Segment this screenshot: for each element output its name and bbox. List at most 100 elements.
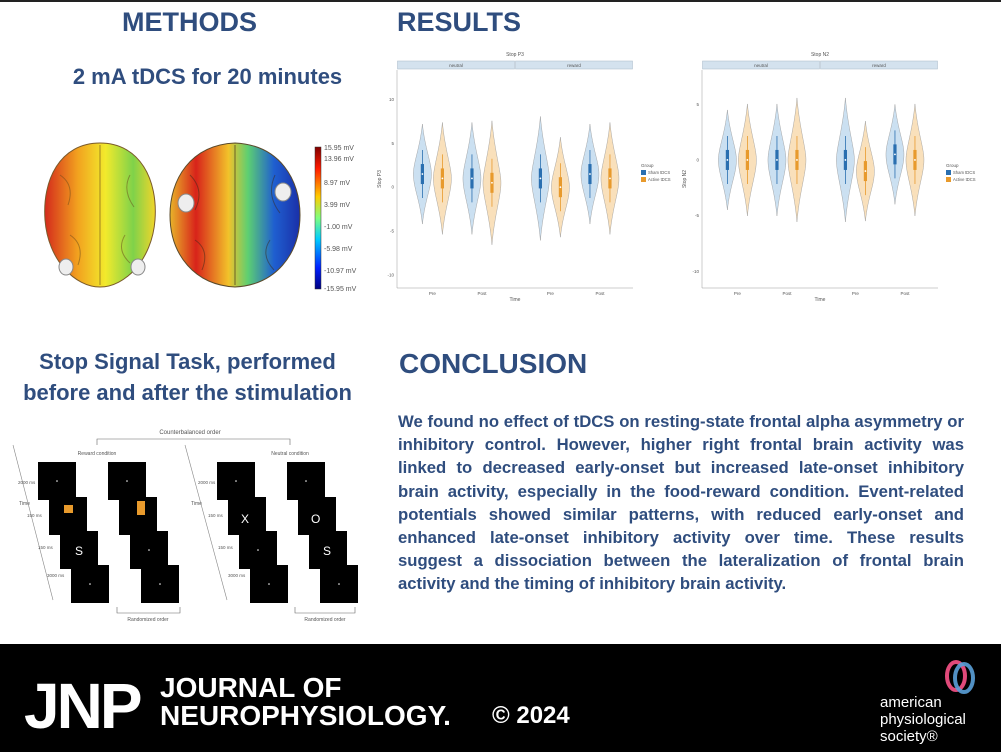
stop-signal-line2: before and after the stimulation xyxy=(23,380,352,405)
methods-heading: METHODS xyxy=(122,7,257,37)
panel-strip xyxy=(397,60,515,70)
legend-title: Group xyxy=(946,163,959,168)
journal-name-line1: JOURNAL OF xyxy=(160,672,342,703)
timing-label: 3000 ms xyxy=(228,573,246,578)
y-tick-label: 0 xyxy=(391,185,394,190)
aps-logo-icon xyxy=(945,660,975,694)
x-axis-label: Time xyxy=(815,297,826,303)
colorbar-label: 3.99 mV xyxy=(324,202,350,209)
legend-label: Sham tDCS xyxy=(648,170,670,175)
electrode-f4 xyxy=(274,182,292,202)
colorbar-label: -5.98 mV xyxy=(324,246,353,253)
legend-title: Group xyxy=(641,163,654,168)
aps-text: physiological xyxy=(880,711,966,728)
violin-median xyxy=(609,177,611,180)
stimulus-letter: S xyxy=(75,544,83,558)
y-tick-label: 5 xyxy=(391,141,394,146)
time-label-left: Time xyxy=(19,501,30,507)
y-tick-label: 10 xyxy=(389,97,395,102)
conclusion-text: We found no effect of tDCS on resting-st… xyxy=(398,412,964,594)
stimulus-letter: O xyxy=(311,512,320,526)
x-tick-label: Pre xyxy=(734,291,742,296)
y-tick-label: 5 xyxy=(696,102,699,107)
x-tick-label: Post xyxy=(595,291,605,296)
electrode-right xyxy=(130,258,146,276)
violin-median xyxy=(441,177,444,180)
electrode-left xyxy=(58,258,74,276)
aps-text: american xyxy=(880,694,942,711)
panel-strip xyxy=(820,60,938,70)
colorbar-label: 13.96 mV xyxy=(324,156,354,163)
violin-median xyxy=(471,177,473,180)
task-top-label: Counterbalanced order xyxy=(159,430,220,436)
timing-label: 2000 ms xyxy=(198,480,216,485)
timing-label: 2000 ms xyxy=(18,480,36,485)
stimulus-letter: S xyxy=(323,544,331,558)
time-label-right: Time xyxy=(191,501,202,507)
colorbar-label: -1.00 mV xyxy=(324,224,353,231)
stop-n2-chart: Stop N2 neutral Pre Post reward Pre Post 5 0 -5 -1… xyxy=(680,48,980,304)
panel-label: neutral xyxy=(754,63,768,68)
aps-text: society® xyxy=(880,728,938,745)
chart-title: Stop P3 xyxy=(506,52,524,58)
y-tick-label: -5 xyxy=(695,213,699,218)
timing-label: 150 ms xyxy=(38,545,54,550)
copyright: © 2024 xyxy=(492,702,570,729)
colorbar-label: 15.95 mV xyxy=(324,145,354,152)
violin-median xyxy=(559,186,562,189)
panel-label: reward xyxy=(872,63,886,68)
stop-p3-chart: Stop P3 neutral Pre Post reward Pre Post 10 5 0 -5… xyxy=(375,48,675,304)
results-heading: RESULTS xyxy=(397,7,522,37)
panel-label: neutral xyxy=(449,63,463,68)
legend-swatch xyxy=(946,170,951,175)
colorbar-label: -10.97 mV xyxy=(324,268,357,275)
violin-median xyxy=(776,159,778,161)
stop-signal-heading: Stop Signal Task, performed before and a… xyxy=(0,346,375,408)
violin-median xyxy=(589,173,591,175)
legend-swatch xyxy=(641,170,646,175)
y-tick-label: -10 xyxy=(692,269,699,274)
x-axis-label: Time xyxy=(510,297,521,303)
legend-swatch xyxy=(946,177,951,182)
x-tick-label: Post xyxy=(900,291,910,296)
chart-title: Stop N2 xyxy=(811,52,829,58)
violin-median xyxy=(726,159,729,161)
y-axis-label: Stop N2 xyxy=(682,170,688,188)
colorbar xyxy=(314,146,322,290)
violin-median xyxy=(491,181,493,184)
violin-median xyxy=(864,170,867,172)
panel-strip xyxy=(702,60,820,70)
conclusion-heading: CONCLUSION xyxy=(399,348,588,379)
randomized-label: Randomized order xyxy=(127,617,168,623)
task-diagram: Counterbalanced order Reward condition N… xyxy=(12,430,358,623)
violin-median xyxy=(894,153,896,156)
jnp-logo: JNP xyxy=(24,670,142,742)
violin-median xyxy=(796,159,798,161)
x-tick-label: Pre xyxy=(547,291,555,296)
brain-figure: 15.95 mV 13.96 mV 8.97 mV 3.99 mV -1.00 … xyxy=(44,142,357,293)
violin-median xyxy=(914,159,916,161)
randomized-label: Randomized order xyxy=(304,617,345,623)
panel-strip xyxy=(515,60,633,70)
violin-median xyxy=(421,173,424,175)
y-axis-label: Stop P3 xyxy=(377,170,383,188)
y-tick-label: -10 xyxy=(387,272,394,277)
timing-label: 150 ms xyxy=(208,513,224,518)
x-tick-label: Post xyxy=(477,291,487,296)
violin-median xyxy=(844,159,847,161)
stop-signal-line1: Stop Signal Task, performed xyxy=(39,349,336,374)
footer: JNP JOURNAL OF NEUROPHYSIOLOGY. © 2024 a… xyxy=(0,644,1001,752)
y-tick-label: 0 xyxy=(696,157,699,162)
stimulus-letter: X xyxy=(241,512,249,526)
timing-label: 150 ms xyxy=(218,545,234,550)
x-tick-label: Pre xyxy=(429,291,437,296)
neutral-label: Neutral condition xyxy=(271,451,309,457)
tdcs-subheading: 2 mA tDCS for 20 minutes xyxy=(72,64,343,89)
panel-label: reward xyxy=(567,63,581,68)
top-rule xyxy=(0,0,1001,2)
x-tick-label: Pre xyxy=(852,291,860,296)
colorbar-label: 8.97 mV xyxy=(324,180,350,187)
timing-label: 3000 ms xyxy=(47,573,65,578)
legend-label: Sham tDCS xyxy=(953,170,975,175)
electrode-f3 xyxy=(177,193,195,213)
